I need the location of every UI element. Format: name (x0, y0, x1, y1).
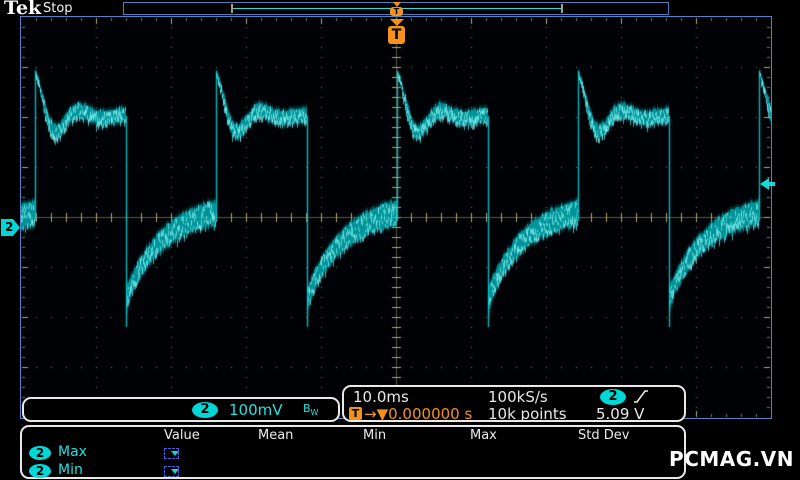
timebase-readout: 10.0ms (353, 388, 409, 406)
channel2-badge: 2 (192, 402, 218, 418)
measurement-value-placeholder (164, 466, 179, 477)
trigger-position-flag: T (388, 19, 405, 44)
horizontal-trigger-readout: 10.0ms 100kS/s 2 T →▼0.000000 s 10k poin… (342, 385, 686, 423)
trigger-delay-readout: →▼0.000000 s (364, 405, 473, 423)
pcmag-watermark: PCMAG.VN (669, 447, 794, 471)
tek-logo: Tek (4, 0, 42, 19)
rising-edge-slope-icon (632, 388, 650, 409)
record-window-left-bracket (231, 4, 233, 13)
column-header-stddev: Std Dev (578, 428, 630, 443)
graticule (20, 16, 772, 419)
column-header-mean: Mean (258, 428, 294, 443)
arrow-right-icon: → (364, 405, 377, 423)
updating-value-icon (171, 469, 179, 474)
measurement-value-placeholder (164, 448, 179, 459)
trigger-source-badge: 2 (600, 389, 626, 405)
trigger-level-arrow-icon (760, 176, 776, 195)
waveform-trace (21, 17, 771, 418)
sample-rate-readout: 100kS/s (488, 388, 548, 406)
channel2-scale: 100mV (229, 401, 283, 419)
channel2-badge: 2 (29, 446, 51, 460)
measurement-table: Value Mean Min Max Std Dev 2 Max 2 Min (20, 425, 686, 479)
trigger-delay-icon: T (349, 407, 362, 420)
column-header-min: Min (363, 428, 387, 443)
channel-tag-icon (1, 219, 20, 236)
bandwidth-limit-icon: BW (303, 402, 319, 418)
channel2-readout: 2 100mV BW (22, 397, 340, 422)
measurement-name: Max (58, 444, 87, 460)
arrow-down-icon (392, 2, 401, 7)
updating-value-icon (171, 451, 179, 456)
column-header-value: Value (164, 428, 200, 443)
record-trigger-position-icon: T (390, 2, 403, 16)
channel2-reference-marker: 2 (1, 219, 20, 236)
arrow-down-icon (389, 19, 404, 26)
measurement-name: Min (58, 462, 83, 478)
triangle-down-icon: ▼ (376, 405, 389, 423)
trigger-level-readout: 5.09 V (596, 405, 645, 423)
column-header-max: Max (470, 428, 497, 443)
record-window-right-bracket (561, 4, 563, 13)
record-length-readout: 10k points (488, 405, 567, 423)
channel2-badge: 2 (29, 464, 51, 478)
acquisition-status: Stop (43, 1, 73, 16)
